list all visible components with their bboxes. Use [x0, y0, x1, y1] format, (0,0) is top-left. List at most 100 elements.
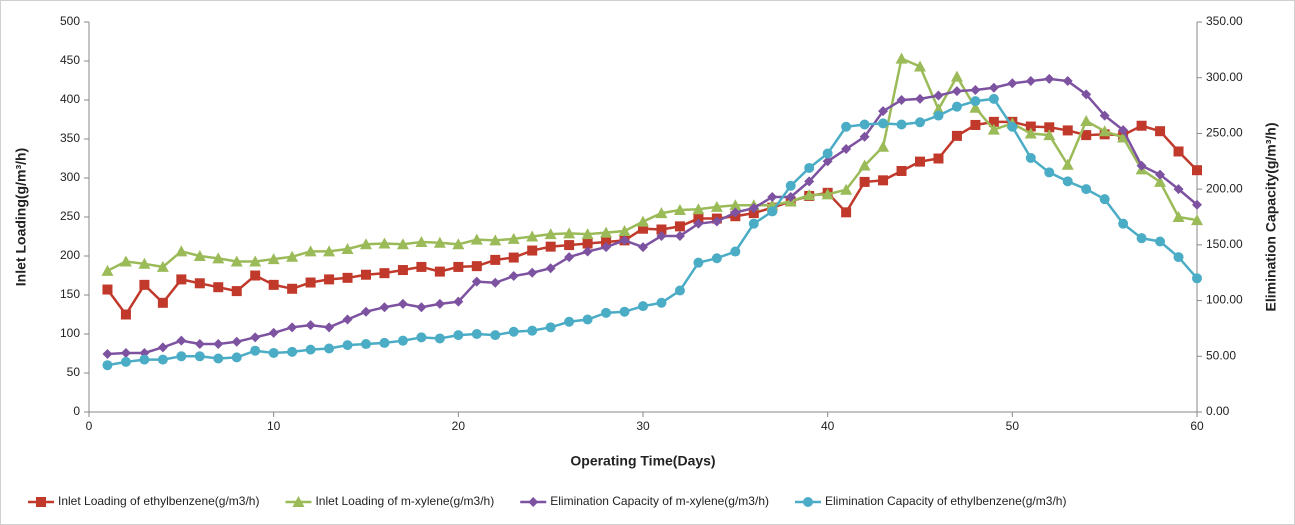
marker [1136, 233, 1147, 244]
marker [453, 261, 464, 272]
marker [379, 302, 390, 313]
y2-tick-label: 100.00 [1206, 293, 1243, 307]
marker [545, 263, 556, 274]
marker [176, 351, 187, 362]
y-tick-label: 250 [60, 209, 80, 223]
marker [748, 203, 759, 214]
marker [176, 274, 187, 285]
marker [1025, 152, 1036, 163]
marker [1007, 78, 1018, 89]
marker [342, 272, 353, 283]
marker [656, 224, 667, 235]
marker [1062, 125, 1073, 136]
marker [268, 279, 279, 290]
marker [139, 354, 150, 365]
marker [711, 216, 722, 227]
marker [1192, 273, 1202, 284]
marker [1081, 130, 1092, 141]
marker [951, 86, 962, 97]
marker [638, 301, 648, 312]
marker [1081, 184, 1092, 195]
marker [286, 250, 299, 262]
marker [582, 314, 593, 325]
marker [397, 265, 408, 276]
marker [268, 327, 279, 338]
marker [582, 246, 593, 257]
marker [841, 144, 852, 155]
marker [1098, 125, 1111, 137]
marker [342, 340, 353, 351]
marker [324, 322, 335, 333]
marker [304, 245, 317, 257]
marker [250, 345, 261, 356]
marker [471, 329, 482, 339]
marker [859, 119, 870, 130]
y-tick-label: 400 [60, 92, 80, 106]
marker [730, 207, 741, 218]
marker [693, 218, 704, 229]
x-tick-label: 60 [1190, 419, 1204, 433]
y2-tick-label: 0.00 [1206, 404, 1230, 418]
marker [470, 233, 483, 245]
marker [527, 325, 538, 336]
marker [1117, 131, 1130, 143]
marker [1173, 252, 1184, 263]
marker [544, 228, 557, 240]
marker [988, 82, 999, 93]
marker [896, 95, 907, 105]
marker [416, 332, 427, 343]
marker [379, 268, 390, 279]
marker [877, 140, 890, 152]
y2-tick-label: 350.00 [1206, 14, 1243, 28]
marker [139, 279, 150, 290]
marker [434, 333, 445, 344]
marker [194, 351, 205, 362]
marker [361, 306, 371, 317]
marker [249, 255, 262, 267]
marker [528, 497, 539, 507]
marker [527, 245, 538, 256]
marker [914, 60, 926, 72]
marker [933, 110, 944, 121]
marker [102, 349, 113, 360]
marker [1061, 158, 1074, 170]
y-tick-label: 200 [60, 248, 80, 262]
marker [1172, 211, 1185, 222]
marker [231, 336, 242, 347]
marker [1192, 165, 1202, 176]
marker [987, 123, 1000, 135]
marker [231, 352, 242, 363]
y2-tick-label: 50.00 [1206, 348, 1236, 362]
marker [933, 153, 944, 164]
marker [157, 342, 168, 353]
marker [988, 116, 999, 127]
marker [268, 347, 279, 358]
marker [416, 302, 427, 313]
marker [821, 188, 834, 200]
marker [970, 119, 981, 130]
marker [951, 101, 962, 112]
marker [508, 252, 519, 263]
y-tick-label: 100 [60, 326, 80, 340]
marker [1118, 218, 1129, 229]
marker [841, 207, 852, 218]
marker [1007, 121, 1018, 132]
marker [878, 106, 889, 117]
marker [379, 337, 390, 348]
marker [250, 332, 261, 343]
marker [416, 261, 427, 272]
marker [970, 96, 981, 107]
y-tick-label: 150 [60, 287, 80, 301]
marker [1099, 110, 1110, 121]
marker [415, 235, 428, 247]
marker [693, 257, 704, 268]
marker [156, 260, 169, 272]
marker [194, 339, 205, 350]
marker [1025, 76, 1036, 87]
marker [396, 238, 409, 250]
marker [1173, 146, 1184, 157]
marker [637, 215, 649, 227]
legend-item: Elimination Capacity of ethylbenzene(g/m… [794, 494, 1066, 508]
